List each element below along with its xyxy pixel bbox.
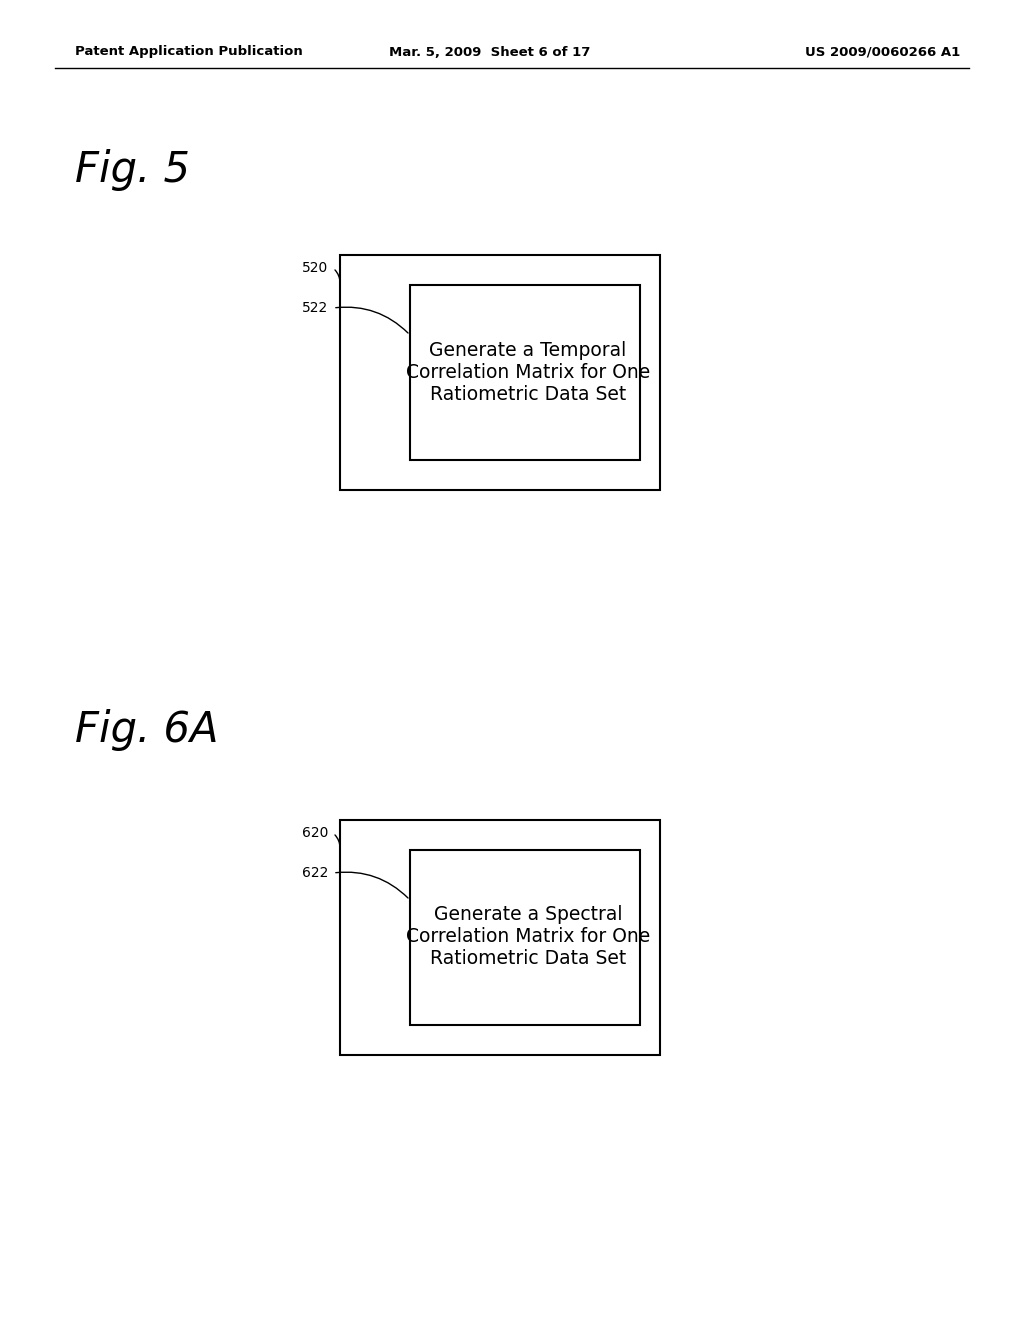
- Text: Fig. 6A: Fig. 6A: [75, 709, 218, 751]
- Bar: [410, 285, 640, 459]
- Bar: [340, 255, 660, 490]
- Text: 622: 622: [302, 866, 328, 880]
- Text: Fig. 5: Fig. 5: [75, 149, 190, 191]
- Bar: [410, 850, 640, 1026]
- Bar: [340, 820, 660, 1055]
- Text: Patent Application Publication: Patent Application Publication: [75, 45, 303, 58]
- Text: Mar. 5, 2009  Sheet 6 of 17: Mar. 5, 2009 Sheet 6 of 17: [389, 45, 591, 58]
- Text: 520: 520: [302, 261, 328, 275]
- Text: 522: 522: [302, 301, 328, 315]
- Text: 620: 620: [302, 826, 328, 840]
- Text: Generate a Temporal
Correlation Matrix for One
Ratiometric Data Set: Generate a Temporal Correlation Matrix f…: [406, 341, 650, 404]
- Text: Generate a Spectral
Correlation Matrix for One
Ratiometric Data Set: Generate a Spectral Correlation Matrix f…: [406, 906, 650, 969]
- Text: US 2009/0060266 A1: US 2009/0060266 A1: [805, 45, 961, 58]
